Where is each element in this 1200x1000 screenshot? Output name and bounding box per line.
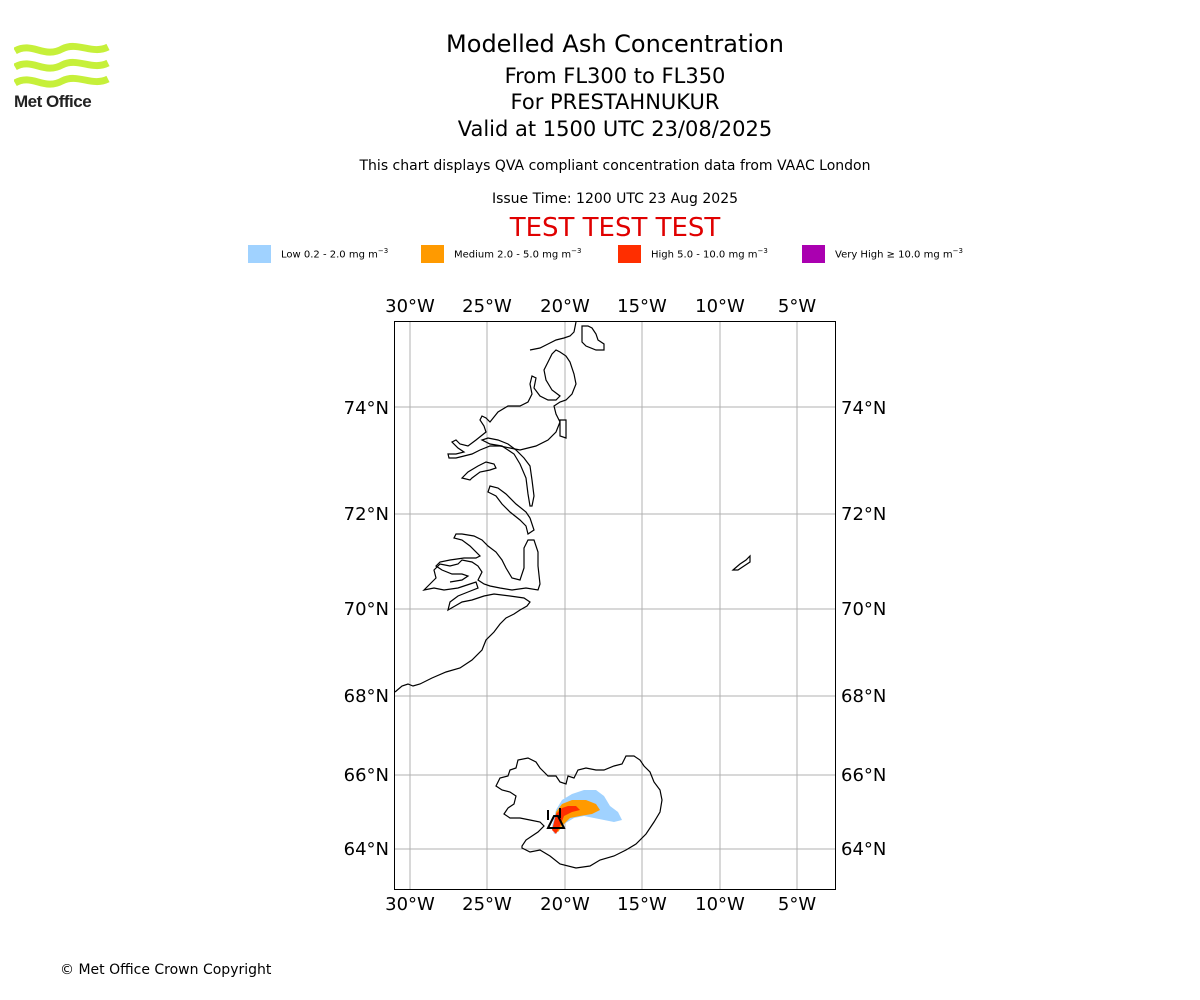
lon-label-bottom-25w: 25°W [462, 894, 512, 915]
lat-label-left-64n: 64°N [344, 839, 389, 860]
lon-label-bottom-15w: 15°W [617, 894, 667, 915]
flight-level-range: From FL300 to FL350 [504, 64, 726, 88]
legend-label-very-high: Very High ≥ 10.0 mg m−3 [835, 247, 963, 261]
lon-label-top-25w: 25°W [462, 296, 512, 317]
legend-label-low: Low 0.2 - 2.0 mg m−3 [281, 247, 389, 261]
map-frame [394, 321, 836, 890]
lat-label-right-72n: 72°N [841, 504, 886, 525]
legend-swatch-very-high [802, 245, 825, 263]
lat-label-left-74n: 74°N [344, 398, 389, 419]
test-banner: TEST TEST TEST [509, 213, 721, 243]
lon-labels-top: 30°W 25°W 20°W 15°W 10°W 5°W [385, 296, 816, 317]
valid-time: Valid at 1500 UTC 23/08/2025 [457, 117, 773, 141]
legend: Low 0.2 - 2.0 mg m−3 Medium 2.0 - 5.0 mg… [0, 244, 1200, 264]
map-gridlines [395, 322, 836, 889]
lon-label-top-5w: 5°W [778, 296, 816, 317]
legend-item-medium: Medium 2.0 - 5.0 mg m−3 [421, 244, 581, 264]
lon-label-top-30w: 30°W [385, 296, 435, 317]
lon-label-top-20w: 20°W [540, 296, 590, 317]
issue-time: Issue Time: 1200 UTC 23 Aug 2025 [491, 191, 739, 207]
legend-swatch-low [248, 245, 271, 263]
lat-label-right-68n: 68°N [841, 686, 886, 707]
lon-label-top-10w: 10°W [695, 296, 745, 317]
lat-label-right-70n: 70°N [841, 599, 886, 620]
legend-swatch-medium [421, 245, 444, 263]
lat-label-right-64n: 64°N [841, 839, 886, 860]
lat-label-left-70n: 70°N [344, 599, 389, 620]
lat-label-right-66n: 66°N [841, 765, 886, 786]
jan-mayen-island [731, 554, 751, 571]
legend-swatch-high [618, 245, 641, 263]
lon-label-bottom-5w: 5°W [778, 894, 816, 915]
iceland-coastline [495, 755, 663, 869]
legend-item-very-high: Very High ≥ 10.0 mg m−3 [802, 244, 963, 264]
chart-title: Modelled Ash Concentration [446, 30, 784, 58]
legend-label-high: High 5.0 - 10.0 mg m−3 [651, 247, 768, 261]
volcano-marker [546, 808, 566, 829]
lon-label-top-15w: 15°W [617, 296, 667, 317]
met-office-logo [14, 42, 110, 88]
lat-label-left-66n: 66°N [344, 765, 389, 786]
lat-labels-left: 74°N 72°N 70°N 68°N 66°N 64°N [344, 398, 389, 860]
volcano-name: For PRESTAHNUKUR [510, 90, 720, 114]
legend-label-medium: Medium 2.0 - 5.0 mg m−3 [454, 247, 582, 261]
lon-labels-bottom: 30°W 25°W 20°W 15°W 10°W 5°W [385, 894, 816, 915]
lon-label-bottom-30w: 30°W [385, 894, 435, 915]
lon-label-bottom-10w: 10°W [695, 894, 745, 915]
greenland-coastline [394, 321, 605, 693]
legend-item-high: High 5.0 - 10.0 mg m−3 [618, 244, 768, 264]
met-office-logo-text: Met Office [14, 92, 92, 111]
lat-labels-right: 74°N 72°N 70°N 68°N 66°N 64°N [841, 398, 886, 860]
lat-label-right-74n: 74°N [841, 398, 886, 419]
legend-item-low: Low 0.2 - 2.0 mg m−3 [248, 244, 388, 264]
lon-label-bottom-20w: 20°W [540, 894, 590, 915]
copyright-notice: © Met Office Crown Copyright [60, 962, 272, 978]
chart-description: This chart displays QVA compliant concen… [359, 158, 871, 174]
lat-label-left-72n: 72°N [344, 504, 389, 525]
lat-label-left-68n: 68°N [344, 686, 389, 707]
